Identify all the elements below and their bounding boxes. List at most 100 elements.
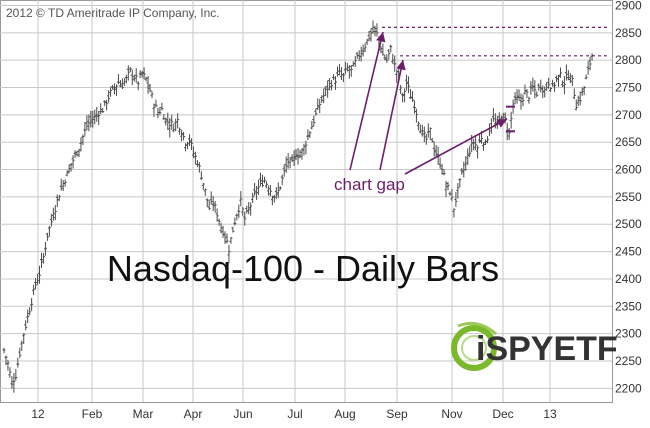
ohlc-bar [120,78,124,89]
ohlc-bar [83,121,87,137]
ohlc-bar [225,233,229,244]
ohlc-bar [32,284,36,296]
ohlc-bar [95,106,99,122]
annotation-arrow [349,31,386,171]
ohlc-bar [154,99,158,108]
ohlc-bar [14,369,18,381]
ohlc-bar [241,206,245,216]
ohlc-bar [99,103,103,115]
ohlc-bar [61,180,65,192]
x-tick-label: Apr [184,407,203,421]
ohlc-bar [16,357,20,368]
ohlc-bar [450,188,454,202]
ohlc-bar [414,108,418,123]
y-tick-label: 2500 [615,217,642,231]
ohlc-bar [476,145,480,159]
ohlc-bar [184,143,188,152]
ohlc-bar [235,213,239,221]
ohlc-bar [47,225,51,237]
ohlc-bar [10,376,14,389]
ohlc-bar [87,114,91,132]
ohlc-bar [30,297,34,311]
ohlc-bar [318,99,322,114]
ohlc-bar [574,99,578,111]
ohlc-bar [456,183,460,199]
ohlc-bar [247,202,251,215]
ohlc-bar [75,150,79,157]
ohlc-bar [191,146,195,159]
ohlc-bar [245,205,249,214]
ohlc-bar [227,244,231,263]
ohlc-bar [478,134,482,144]
ohlc-bar [452,208,456,218]
ohlc-bar [367,31,371,42]
ohlc-bar [292,150,296,167]
ohlc-bar [393,55,397,72]
ohlc-bar [186,141,190,150]
ohlc-bar [79,137,83,152]
ohlc-bar [539,79,543,93]
ohlc-bar [51,207,55,221]
y-tick-label: 2550 [615,190,642,204]
ohlc-bar [349,65,353,77]
ohlc-bar [101,107,105,113]
grid-lines [0,0,613,403]
ohlc-bar [243,211,247,226]
ohlc-bar [468,146,472,158]
ohlc-bar [578,91,582,106]
ohlc-bar [261,174,265,188]
ohlc-bar [535,91,539,98]
ispyetf-logo: iSPYETF [451,321,618,371]
y-tick-label: 2800 [615,53,642,67]
ohlc-bar [57,194,61,201]
ohlc-bar [164,117,168,126]
ohlc-bar [20,340,24,351]
y-tick-label: 2600 [615,163,642,177]
ohlc-bar [197,162,201,173]
ohlc-bar [432,141,436,157]
ohlc-bar [444,181,448,198]
ohlc-bar [140,70,144,78]
axis-labels: 2200 2250 2300 2350 2400 2450 2500 2550 2600 2650… [31,0,642,421]
x-tick-label: Mar [133,407,154,421]
ohlc-bar [130,69,134,86]
ohlc-bar [150,91,154,99]
chart-title: Nasdaq-100 - Daily Bars [107,248,499,289]
ohlc-bar [53,204,57,221]
ohlc-bar [387,48,391,60]
ohlc-bar [509,111,513,129]
ohlc-bar [103,100,107,106]
ohlc-bar [424,133,428,145]
ohlc-bar [34,278,38,290]
ohlc-bar [458,178,462,188]
y-tick-label: 2400 [615,272,642,286]
ohlc-bar [438,157,442,169]
ohlc-bar [113,83,117,95]
ohlc-bar [195,160,199,168]
ohlc-bar [347,65,351,79]
ohlc-bar [239,191,243,207]
ohlc-bar [134,68,138,83]
ohlc-bar [513,92,517,105]
ohlc-bar [353,55,357,68]
ohlc-bar [474,137,478,151]
ohlc-bar [379,46,383,54]
ohlc-bar [568,73,572,84]
ohlc-bar [259,172,263,187]
ohlc-bar [531,77,535,92]
ohlc-bar [428,127,432,140]
ohlc-bar [328,78,332,91]
ohlc-bar [359,46,363,62]
ohlc-bar [122,78,126,87]
ohlc-bar [345,62,349,72]
ohlc-bar [172,123,176,133]
ohlc-bar [193,151,197,165]
x-tick-label: Jun [233,407,252,421]
ohlc-bar [290,154,294,162]
ohlc-bar [4,355,8,366]
ohlc-bar [162,114,166,120]
ohlc-bar [314,108,318,116]
ohlc-bar [373,25,377,37]
ohlc-bar [249,202,253,216]
